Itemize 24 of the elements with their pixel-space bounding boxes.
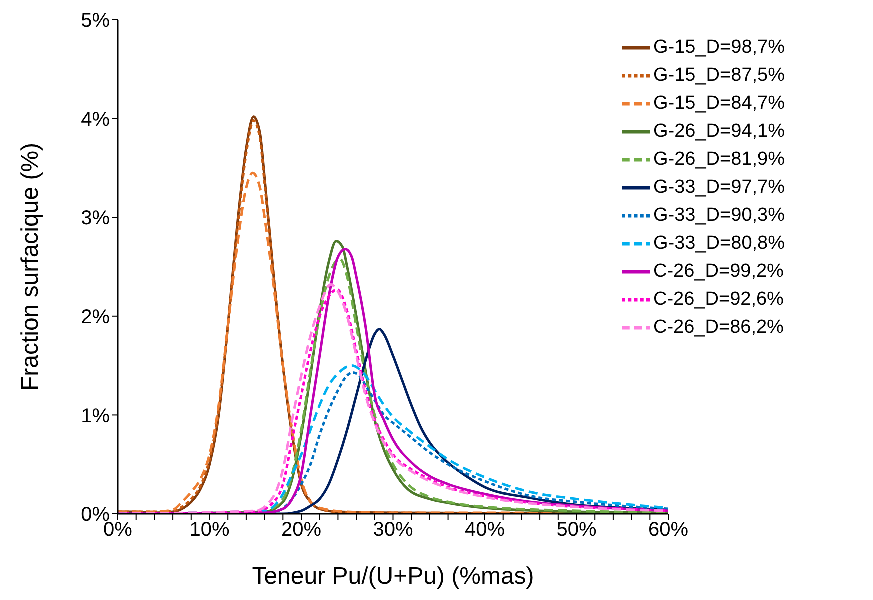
legend-label: C-26_D=99,2%	[654, 261, 784, 282]
legend-label: G-15_D=87,5%	[654, 65, 785, 86]
x-tick-label: 10%	[190, 519, 230, 542]
y-tick-label: 2%	[81, 306, 110, 328]
legend-label: G-26_D=94,1%	[654, 121, 785, 142]
x-tick-label: 20%	[281, 519, 322, 542]
x-tick-label: 30%	[373, 519, 414, 542]
legend-label: G-26_D=81,9%	[654, 149, 785, 170]
y-tick-label: 4%	[81, 108, 110, 131]
legend-label: G-33_D=80,8%	[654, 233, 785, 254]
legend-label: G-33_D=90,3%	[654, 205, 785, 226]
legend-label: G-33_D=97,7%	[654, 177, 785, 198]
x-axis-title: Teneur Pu/(U+Pu) (%mas)	[252, 563, 534, 590]
legend-label: C-26_D=92,6%	[654, 289, 784, 310]
x-tick-label: 40%	[464, 519, 506, 542]
x-tick-label: 60%	[648, 519, 689, 542]
y-tick-label: 5%	[81, 10, 110, 32]
y-axis-title: Fraction surfacique (%)	[17, 142, 44, 392]
legend-label: G-15_D=98,7%	[654, 37, 785, 58]
y-tick-label: 3%	[81, 208, 110, 230]
x-tick-label: 50%	[556, 519, 597, 542]
legend-label: G-15_D=84,7%	[654, 93, 785, 114]
y-tick-label: 1%	[81, 405, 110, 428]
legend-label: C-26_D=86,2%	[654, 317, 784, 338]
